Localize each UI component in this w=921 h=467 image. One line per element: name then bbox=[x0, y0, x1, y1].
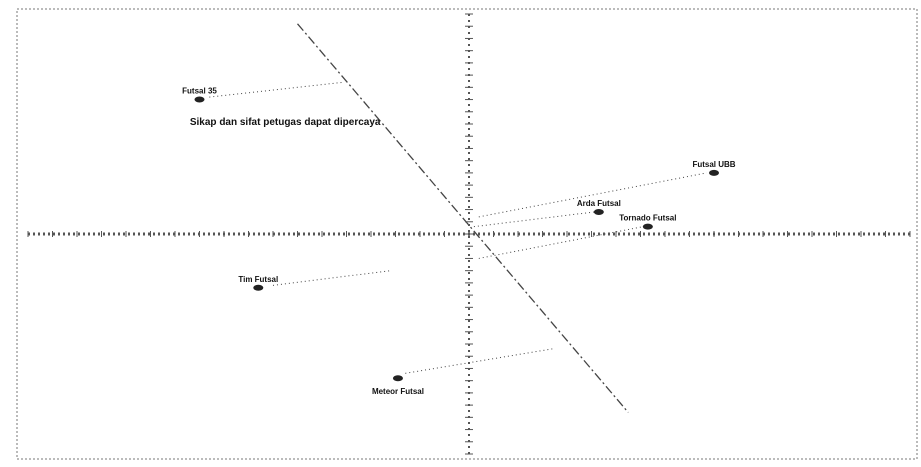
point-label: Meteor Futsal bbox=[372, 387, 424, 396]
connector-line bbox=[272, 270, 391, 286]
attribute-vectors: Sikap dan sifat petugas dapat dipercaya bbox=[190, 23, 629, 413]
point-label: Tim Futsal bbox=[238, 275, 278, 284]
vector-line bbox=[297, 23, 629, 413]
connector-line bbox=[478, 226, 644, 259]
point-labels: Futsal 35 Futsal UBB Arda Futsal Tornado Fu… bbox=[182, 87, 736, 397]
data-point bbox=[392, 375, 403, 382]
point-label: Tornado Futsal bbox=[619, 214, 676, 223]
data-point bbox=[194, 96, 205, 103]
data-point bbox=[593, 209, 604, 215]
point-label: Futsal UBB bbox=[692, 160, 735, 169]
connector-lines bbox=[209, 81, 707, 374]
vector-label: Sikap dan sifat petugas dapat dipercaya bbox=[190, 117, 381, 128]
connector-line bbox=[209, 81, 342, 98]
axes bbox=[27, 13, 911, 455]
data-point bbox=[709, 169, 719, 176]
data-point bbox=[253, 284, 264, 291]
point-label: Arda Futsal bbox=[577, 199, 621, 208]
connector-line bbox=[405, 348, 553, 374]
point-label: Futsal 35 bbox=[182, 87, 217, 96]
connector-line bbox=[473, 211, 595, 228]
chart-border bbox=[16, 8, 918, 460]
data-points bbox=[194, 96, 719, 382]
connector-line bbox=[478, 172, 707, 218]
data-point bbox=[642, 223, 653, 230]
